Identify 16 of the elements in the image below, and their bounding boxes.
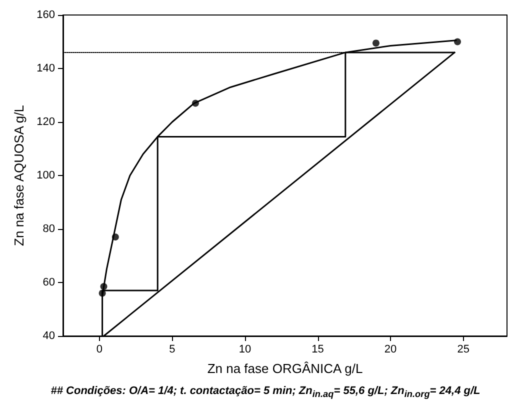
x-tick-label: 20: [384, 344, 397, 356]
x-tick-label: 0: [96, 344, 102, 356]
x-tick-label: 15: [312, 344, 324, 356]
y-tick-label: 160: [36, 9, 55, 21]
y-tick-label: 60: [42, 276, 55, 288]
y-axis-title: Zn na fase AQUOSA g/L: [12, 105, 27, 246]
x-tick-label: 25: [457, 344, 470, 356]
y-tick-label: 120: [36, 116, 55, 128]
x-axis-title: Zn na fase ORGÂNICA g/L: [207, 361, 363, 376]
x-tick-label: 10: [238, 344, 252, 356]
y-tick-label: 40: [42, 330, 55, 342]
y-tick-label: 80: [42, 223, 55, 235]
y-tick-label: 100: [36, 170, 55, 182]
y-tick-label: 140: [36, 62, 55, 74]
text: ## Condições: O/A= 1/4; t. contactação= 5 min; Zn$_{in.aq}$= 55,6 g/L; Zn$_{in.org}$= 24,4 g/L: [50, 385, 482, 400]
x-tick-label: 5: [169, 344, 176, 356]
